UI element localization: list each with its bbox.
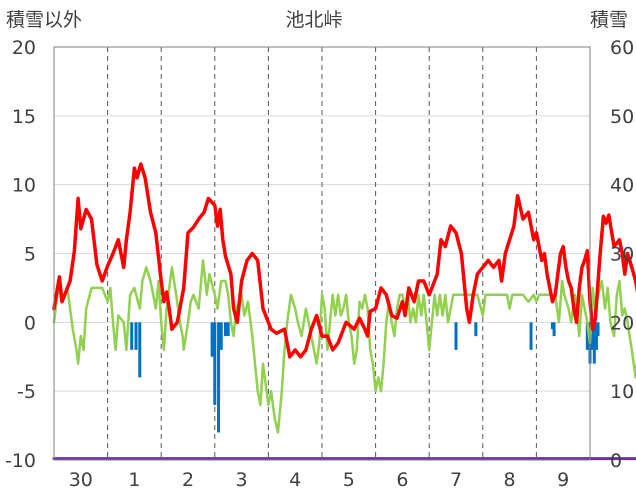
left-axis-ticks: -10 -5 0 5 10 15 20 [5,37,36,472]
x-tick-label: 9 [557,469,569,491]
grid [54,46,590,461]
snowfall-bar-14 [585,322,589,350]
x-tick-label: 1 [128,469,140,491]
left-tick-label: 5 [24,244,36,266]
snowfall-bar-4 [213,322,217,405]
x-tick-label: 4 [289,469,301,491]
x-axis-ticks: 30 1 2 3 4 5 6 7 8 9 [69,469,570,491]
right-tick-label: 30 [610,244,634,266]
right-tick-label: 40 [610,175,634,197]
snowfall-bar-11 [529,322,533,350]
series-line-0 [52,162,636,359]
right-tick-label: 20 [610,312,634,334]
right-axis-ticks: 0 10 20 30 40 50 60 [610,37,634,472]
snowfall-bar-13 [552,322,556,337]
snowfall-bar-0 [130,322,134,350]
snowfall-bar-9 [454,322,458,350]
bar-series [130,322,600,433]
series-line-1 [52,259,636,434]
left-axis-label: 積雪以外 [6,9,82,31]
snowfall-bar-17 [592,322,596,364]
right-tick-label: 50 [610,106,634,128]
x-tick-label: 30 [69,469,93,491]
x-tick-label: 5 [343,469,355,491]
snowfall-bar-7 [224,322,228,337]
right-tick-label: 0 [610,450,622,472]
x-tick-label: 7 [450,469,462,491]
plot-frame [53,46,591,461]
right-tick-label: 60 [610,37,634,59]
snowfall-bar-19 [596,322,600,337]
snowfall-bar-10 [474,322,478,337]
x-tick-label: 6 [396,469,408,491]
snowfall-bar-18 [594,322,598,350]
snowfall-bar-5 [217,322,221,433]
snowfall-bar-2 [138,322,142,378]
right-tick-label: 10 [610,381,634,403]
x-tick-label: 2 [182,469,194,491]
left-tick-label: 10 [12,175,36,197]
x-tick-label: 8 [504,469,516,491]
x-tick-label: 3 [236,469,248,491]
right-axis-label: 積雪 [590,9,628,31]
snowfall-bar-6 [219,322,223,350]
snowfall-bar-16 [591,322,595,350]
left-tick-label: -10 [5,450,36,472]
chart-title: 池北峠 [285,9,342,31]
snowfall-bar-3 [210,322,214,357]
snowfall-bar-12 [550,322,554,330]
snowfall-bar-8 [226,322,230,337]
line-series [52,162,636,461]
left-tick-label: 15 [12,106,36,128]
left-tick-label: 0 [24,312,36,334]
left-tick-label: 20 [12,37,36,59]
plot-border [53,46,591,461]
left-tick-label: -5 [17,381,36,403]
snowfall-bar-1 [134,322,138,350]
